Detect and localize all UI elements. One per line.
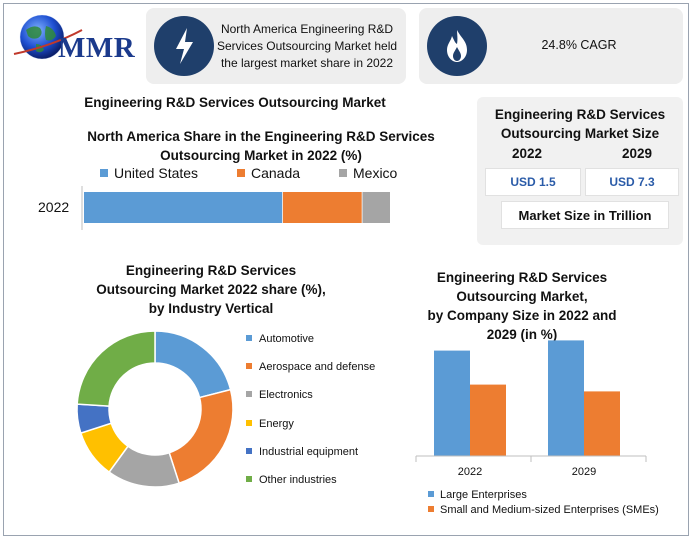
market-size-unit: Market Size in Trillion: [501, 201, 669, 229]
legend-industrial-equipment: Industrial equipment: [246, 446, 358, 458]
legend-swatch: [246, 447, 252, 454]
share-bar-chart: 2022: [38, 186, 390, 230]
legend-swatch: [339, 169, 347, 178]
market-size-title-line: Engineering R&D Services: [494, 107, 666, 122]
legend-swatch: [246, 363, 252, 370]
company-size-chart-title: Engineering R&D Services Outsourcing Mar…: [412, 268, 632, 344]
legend-label: Aerospace and defense: [259, 361, 376, 374]
column-2029-large-enterprises: [548, 340, 584, 456]
legend-label: Automotive: [259, 333, 315, 345]
industry-chart-title-line: by Industry Vertical: [148, 301, 274, 316]
legend-mexico: Mexico: [339, 165, 397, 181]
legend-swatch: [428, 506, 434, 513]
donut-slice-automotive: [154, 330, 232, 399]
flame-icon: [427, 16, 487, 76]
legend-swatch: [100, 169, 108, 178]
x-tick-label-2022: 2022: [458, 466, 482, 478]
share-chart-title: North America Share in the Engineering R…: [70, 127, 452, 165]
legend-label: Large Enterprises: [440, 489, 527, 501]
market-size-title: Engineering R&D Services Outsourcing Mar…: [477, 105, 683, 143]
legend-large-enterprises: Large Enterprises: [428, 489, 527, 501]
column-2022-smes: [470, 384, 506, 456]
legend-label: Canada: [251, 165, 301, 181]
legend-other-industries: Other industries: [246, 474, 337, 486]
card-text-line: 24.8% CAGR: [541, 38, 617, 52]
company-chart-title-line: by Company Size in 2022 and: [427, 308, 617, 323]
company-chart-title-line: Engineering R&D Services: [436, 270, 608, 285]
legend-energy: Energy: [246, 418, 294, 430]
legend-swatch: [246, 476, 252, 483]
company-chart-title-line: 2029 (in %): [486, 327, 558, 342]
year-2029-label: 2029: [621, 146, 653, 161]
share-chart-title-line: Outsourcing Market in 2022 (%): [160, 148, 362, 163]
lightning-bolt-icon: [154, 16, 214, 76]
column-2029-smes: [584, 391, 620, 456]
legend-canada: Canada: [237, 165, 300, 181]
industry-chart-title-line: Outsourcing Market 2022 share (%),: [96, 282, 326, 297]
legend-label: Small and Medium-sized Enterprises (SMEs…: [440, 504, 659, 516]
legend-label: Energy: [259, 417, 294, 430]
bar-segment-mexico: [362, 192, 390, 223]
donut-slice-aerospace-and-defense: [168, 388, 234, 485]
card-text-line: Services Outsourcing Market held: [216, 39, 398, 53]
legend-swatch: [237, 169, 245, 178]
north-america-text: North America Engineering R&D Services O…: [208, 21, 406, 72]
main-title: Engineering R&D Services Outsourcing Mar…: [84, 95, 386, 110]
bar-segment-united-states: [84, 192, 283, 223]
industry-chart-title: Engineering R&D Services Outsourcing Mar…: [60, 261, 362, 318]
card-text-line: the largest market share in 2022: [220, 56, 394, 70]
market-size-panel: Engineering R&D Services Outsourcing Mar…: [477, 97, 683, 245]
legend-label: Industrial equipment: [259, 445, 359, 458]
legend-electronics: Electronics: [246, 389, 313, 401]
industry-chart-title-line: Engineering R&D Services: [125, 263, 297, 278]
cagr-text: 24.8% CAGR: [489, 37, 669, 54]
legend-swatch: [428, 491, 434, 498]
company-size-column-chart: 2022 2029: [415, 340, 647, 478]
year-2022-label: 2022: [511, 146, 543, 161]
bar-segment-canada: [282, 192, 363, 223]
north-america-card: North America Engineering R&D Services O…: [146, 8, 406, 84]
globe-icon: [13, 14, 83, 60]
cagr-card: 24.8% CAGR: [419, 8, 683, 84]
legend-automotive: Automotive: [246, 333, 314, 345]
legend-label: Electronics: [259, 389, 313, 402]
legend-united-states: United States: [100, 165, 198, 181]
size-2029-value: USD 7.3: [585, 168, 679, 196]
legend-aerospace-and-defense: Aerospace and defense: [246, 361, 375, 373]
legend-swatch: [246, 335, 252, 342]
x-tick-label-2029: 2029: [572, 466, 596, 478]
size-2022-value: USD 1.5: [485, 168, 581, 196]
donut-slice-other-industries: [76, 330, 156, 407]
legend-label: Other industries: [259, 474, 337, 486]
market-size-title-line: Outsourcing Market Size: [500, 126, 660, 141]
share-chart-title-line: North America Share in the Engineering R…: [87, 129, 435, 144]
card-text-line: North America Engineering R&D: [220, 22, 394, 36]
mmr-logo: MMR: [12, 10, 142, 68]
industry-donut-chart: [76, 330, 234, 488]
company-chart-title-line: Outsourcing Market,: [456, 289, 588, 304]
legend-swatch: [246, 391, 252, 398]
legend-smes: Small and Medium-sized Enterprises (SMEs…: [428, 504, 659, 516]
legend-label: Mexico: [353, 165, 398, 181]
column-2022-large-enterprises: [434, 350, 470, 456]
legend-label: United States: [114, 165, 199, 181]
legend-swatch: [246, 419, 252, 426]
logo-text: MMR: [58, 32, 136, 64]
category-label-2022: 2022: [38, 199, 69, 215]
